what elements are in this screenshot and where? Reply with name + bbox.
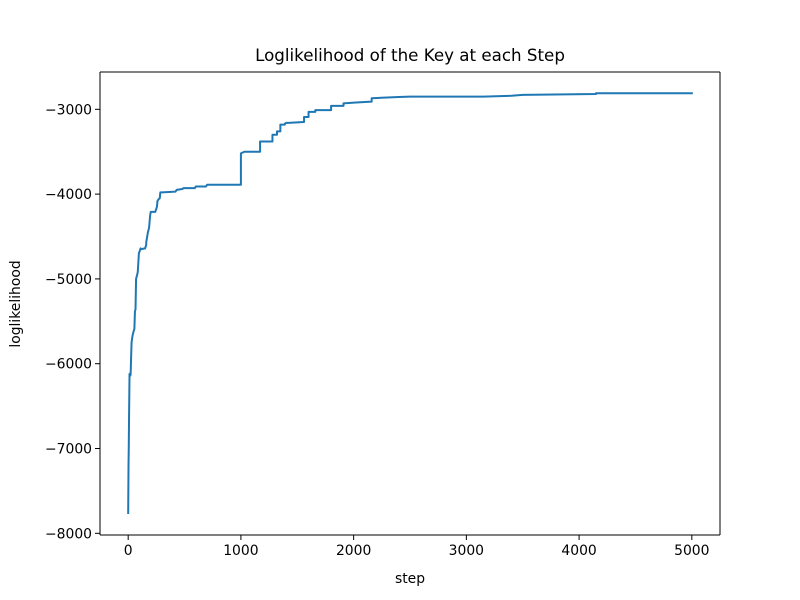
x-tick-label: 2000 xyxy=(336,543,371,559)
x-tick-label: 0 xyxy=(124,543,133,559)
chart-title: Loglikelihood of the Key at each Step xyxy=(255,45,565,65)
x-tick-label: 5000 xyxy=(674,543,709,559)
y-tick-label: −3000 xyxy=(45,102,92,118)
x-tick-label: 1000 xyxy=(223,543,258,559)
y-tick-label: −5000 xyxy=(45,272,92,288)
y-axis-label: loglikelihood xyxy=(8,260,24,347)
y-tick-label: −6000 xyxy=(45,357,92,373)
x-tick-label: 4000 xyxy=(561,543,596,559)
y-tick-label: −8000 xyxy=(45,526,92,542)
y-tick-label: −4000 xyxy=(45,187,92,203)
x-tick-label: 3000 xyxy=(449,543,484,559)
y-tick-label: −7000 xyxy=(45,442,92,458)
x-axis-label: step xyxy=(395,571,425,587)
